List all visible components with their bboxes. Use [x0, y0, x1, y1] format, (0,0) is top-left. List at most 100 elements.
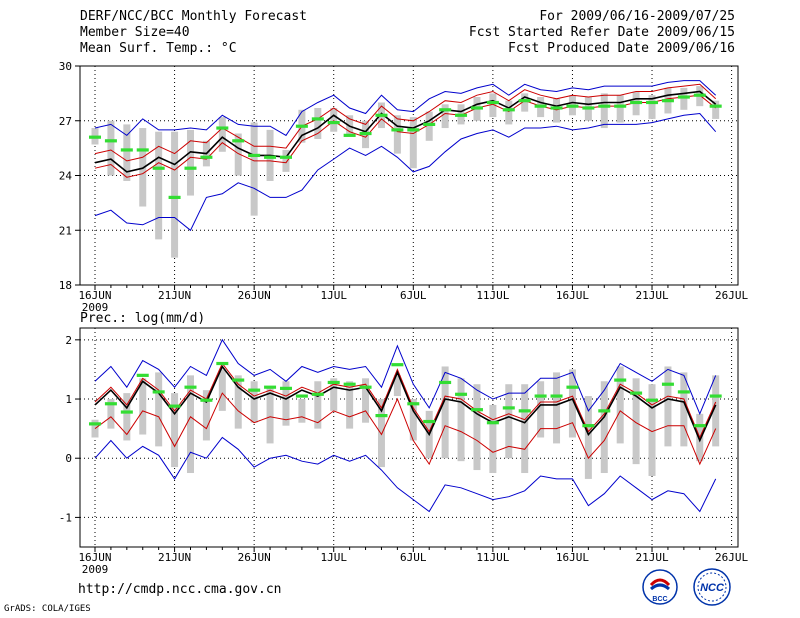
prec-mean-line — [94, 364, 717, 443]
temp-spread-box — [505, 100, 513, 125]
prec-forecast-marker — [502, 406, 515, 410]
temp-x-tick-label: 11JUL — [476, 289, 509, 302]
prec-spread-box — [680, 372, 688, 447]
temp-forecast-marker — [598, 104, 611, 108]
temp-spread-box — [250, 122, 258, 216]
temp-forecast-marker — [550, 106, 563, 110]
prec-spread-box — [377, 399, 385, 468]
prec-spread-box — [171, 393, 179, 468]
prec-forecast-marker — [279, 386, 292, 390]
prec-y-tick-label: -1 — [59, 511, 72, 524]
temp-spread-box — [234, 133, 242, 176]
temp-panel-title: Mean Surf. Temp.: °C — [80, 41, 237, 56]
prec-spread-box — [362, 378, 370, 423]
prec-spread-box — [250, 381, 258, 423]
prec-x-tick-label: 21JUN — [158, 551, 191, 564]
temp-y-tick-label: 21 — [59, 224, 72, 237]
ncc-logo-text: NCC — [700, 582, 725, 594]
prec-spread-box — [664, 366, 672, 447]
temp-spread-box — [123, 124, 131, 181]
prec-x-tick-label: 11JUL — [476, 551, 509, 564]
prec-x-tick-label: 26JUN — [238, 551, 271, 564]
footer-url[interactable]: http://cmdp.ncc.cma.gov.cn — [78, 582, 282, 597]
temp-forecast-marker — [327, 120, 340, 125]
temp-forecast-marker — [709, 104, 722, 108]
temp-forecast-marker — [200, 155, 213, 159]
prec-forecast-marker — [232, 378, 245, 382]
prec-inner-high-line — [94, 362, 717, 439]
temp-forecast-marker — [518, 99, 531, 103]
prec-forecast-marker — [407, 402, 420, 406]
prec-spread-box — [521, 384, 529, 474]
temp-spread-box — [409, 117, 417, 169]
prec-spread-box — [139, 378, 147, 435]
prec-spread-box — [600, 381, 608, 474]
prec-forecast-marker — [168, 404, 181, 408]
prec-forecast-marker — [200, 398, 213, 402]
prec-year-label: 2009 — [82, 563, 109, 576]
prec-forecast-marker — [598, 409, 611, 413]
temp-spread-box — [218, 117, 226, 152]
prec-forecast-marker — [582, 424, 595, 428]
prec-outer-low-line — [94, 436, 717, 513]
temp-y-tick-label: 24 — [59, 170, 73, 183]
temp-forecast-marker — [502, 108, 515, 112]
temp-spread-box — [282, 149, 290, 172]
temp-y-tick-label: 30 — [59, 60, 72, 73]
temp-spread-box — [648, 95, 656, 119]
temp-spread-box — [441, 104, 449, 129]
prec-spread-box — [155, 372, 163, 447]
prec-spread-box — [473, 384, 481, 471]
prec-forecast-marker — [264, 385, 277, 389]
temp-y-tick-label: 27 — [59, 115, 72, 128]
prec-outer-high-line — [94, 338, 717, 416]
temp-x-tick-label: 16JUN — [78, 289, 111, 302]
prec-inner-low-line — [94, 392, 717, 466]
prec-forecast-marker — [455, 392, 468, 396]
precipitation-panel: Prec.: log(mm/d) -1 0 1 2 16JUN 21JUN 26JUN 1JUL… — [59, 311, 749, 576]
temp-forecast-marker — [104, 139, 117, 143]
prec-forecast-marker — [248, 388, 261, 392]
prec-spread-box — [712, 375, 720, 447]
prec-x-tick-label: 16JUN — [78, 551, 111, 564]
prec-forecast-marker — [470, 408, 483, 412]
prec-forecast-marker — [295, 394, 308, 398]
temp-forecast-marker — [661, 99, 674, 103]
prec-spread-box — [234, 375, 242, 429]
temp-forecast-marker — [152, 166, 165, 170]
temp-spread-box — [314, 107, 322, 139]
prec-spread-box — [648, 384, 656, 476]
prec-spread-box — [202, 390, 210, 441]
temp-forecast-marker — [582, 106, 595, 110]
prec-forecast-marker — [550, 394, 563, 398]
prec-spread-box — [91, 419, 99, 438]
prec-spread-box — [568, 369, 576, 438]
temp-forecast-marker — [120, 148, 133, 152]
temp-forecast-marker — [566, 104, 579, 108]
prec-forecast-marker — [136, 373, 149, 377]
temp-forecast-marker — [184, 166, 197, 170]
prec-forecast-marker — [152, 390, 165, 394]
bcc-logo: BCC — [642, 569, 678, 605]
prec-spread-box — [393, 375, 401, 397]
prec-forecast-marker — [646, 398, 659, 402]
prec-forecast-marker — [391, 363, 404, 367]
prec-x-tick-label: 16JUL — [556, 551, 589, 564]
prec-spread-box — [186, 375, 194, 474]
temp-forecast-marker — [375, 113, 388, 117]
prec-spread-box — [632, 378, 640, 465]
prec-spread-box — [298, 399, 306, 423]
prec-forecast-marker — [486, 421, 499, 425]
temp-x-tick-label: 6JUL — [400, 289, 427, 302]
temp-mean-line — [94, 90, 717, 173]
temp-plot-frame — [79, 65, 739, 286]
temp-spread-box — [330, 107, 338, 132]
prec-spread-box — [330, 378, 338, 411]
prec-x-tick-label: 1JUL — [320, 551, 347, 564]
prec-panel-title: Prec.: log(mm/d) — [80, 311, 205, 326]
prec-y-tick-label: 1 — [65, 393, 72, 406]
temp-forecast-marker — [311, 117, 324, 121]
prec-spread-box — [537, 381, 545, 438]
temp-x-tick-label: 26JUL — [715, 289, 748, 302]
